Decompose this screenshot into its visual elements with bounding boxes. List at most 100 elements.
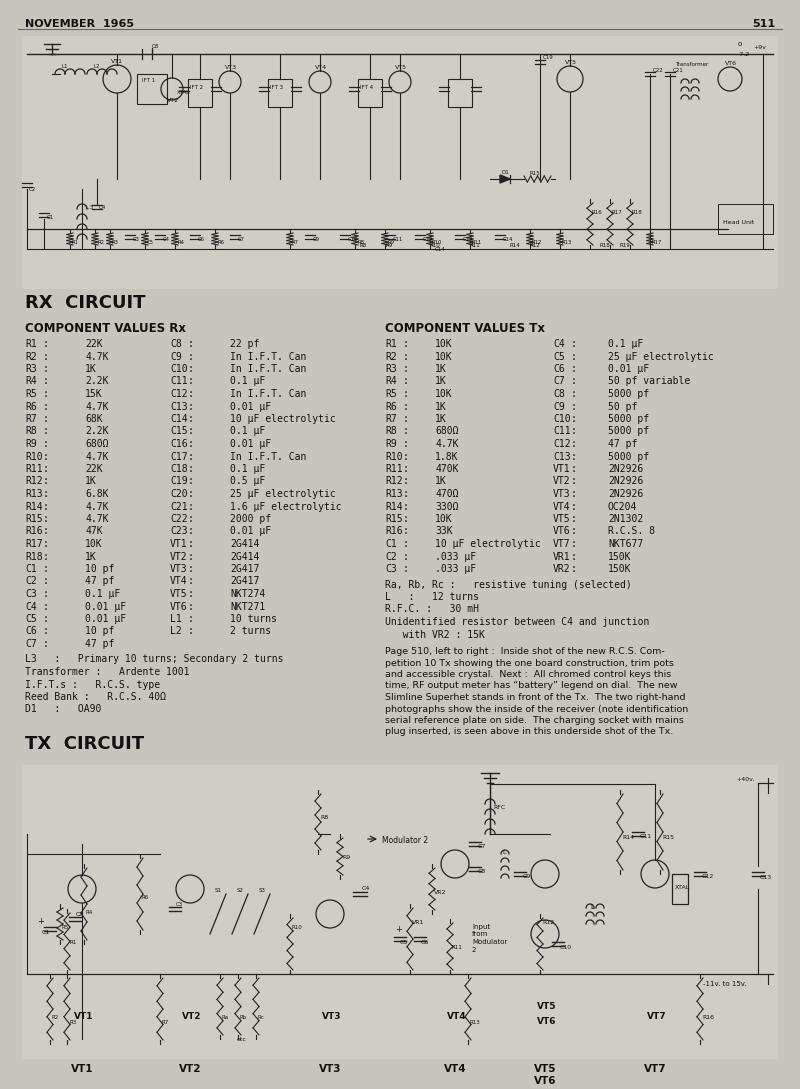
Text: In I.F.T. Can: In I.F.T. Can xyxy=(230,352,306,362)
Text: Unidentified resistor between C4 and junction: Unidentified resistor between C4 and jun… xyxy=(385,617,650,627)
Text: C13: C13 xyxy=(463,237,474,242)
Text: :: : xyxy=(43,389,49,399)
Text: :: : xyxy=(571,526,577,537)
Text: R13: R13 xyxy=(562,240,572,245)
Text: C22: C22 xyxy=(170,514,188,524)
Text: R3: R3 xyxy=(25,364,37,374)
Text: 2G417: 2G417 xyxy=(230,564,259,574)
Text: C7: C7 xyxy=(25,639,37,649)
Text: C13: C13 xyxy=(760,874,772,880)
Text: VT4: VT4 xyxy=(315,65,327,70)
Text: VT4: VT4 xyxy=(444,1064,466,1074)
Text: C7: C7 xyxy=(238,237,245,242)
Text: R8: R8 xyxy=(357,240,364,245)
Text: .033 μF: .033 μF xyxy=(435,564,476,574)
Text: C6: C6 xyxy=(421,940,430,945)
Text: :: : xyxy=(188,614,194,624)
Text: R9: R9 xyxy=(385,243,392,248)
Text: C4: C4 xyxy=(553,339,565,348)
Text: C6: C6 xyxy=(198,237,205,242)
Text: NKT271: NKT271 xyxy=(230,601,266,612)
Text: :: : xyxy=(571,464,577,474)
Text: R17: R17 xyxy=(25,539,42,549)
Text: VT5: VT5 xyxy=(565,60,577,65)
Text: R11: R11 xyxy=(25,464,42,474)
Text: L   :   12 turns: L : 12 turns xyxy=(385,592,479,602)
Text: :: : xyxy=(403,402,409,412)
Text: :: : xyxy=(43,452,49,462)
Text: :: : xyxy=(43,402,49,412)
Text: :: : xyxy=(43,477,49,487)
Text: 4.7K: 4.7K xyxy=(85,502,109,512)
Text: 330Ω: 330Ω xyxy=(435,502,458,512)
Text: Ra, Rb, Rc :   resistive tuning (selected): Ra, Rb, Rc : resistive tuning (selected) xyxy=(385,579,632,589)
Text: 10 μF electrolytic: 10 μF electrolytic xyxy=(230,414,336,424)
Text: :: : xyxy=(403,339,409,348)
Text: :: : xyxy=(188,539,194,549)
Text: 1K: 1K xyxy=(85,477,97,487)
Text: :: : xyxy=(188,339,194,348)
Text: R6: R6 xyxy=(142,895,150,900)
Text: 10K: 10K xyxy=(85,539,102,549)
Text: C8: C8 xyxy=(152,44,159,49)
Text: 47 pf: 47 pf xyxy=(85,576,114,587)
Text: VT1: VT1 xyxy=(111,59,123,64)
Text: 2.2K: 2.2K xyxy=(85,427,109,437)
Text: :: : xyxy=(571,402,577,412)
Text: R3: R3 xyxy=(69,1020,76,1025)
Bar xyxy=(188,79,212,107)
Text: 511: 511 xyxy=(752,19,775,29)
Text: COMPONENT VALUES Rx: COMPONENT VALUES Rx xyxy=(25,322,186,335)
Text: R4: R4 xyxy=(25,377,37,387)
Text: R15: R15 xyxy=(530,171,541,176)
Text: R13: R13 xyxy=(25,489,42,499)
Text: R17: R17 xyxy=(652,240,662,245)
Text: VT7: VT7 xyxy=(644,1064,666,1074)
Text: 1K: 1K xyxy=(435,402,446,412)
Text: VR2: VR2 xyxy=(434,890,446,895)
Text: C5: C5 xyxy=(553,352,565,362)
Text: +9v: +9v xyxy=(753,45,766,50)
Text: L,3: L,3 xyxy=(86,205,94,210)
Text: :: : xyxy=(43,526,49,537)
Text: R3: R3 xyxy=(112,240,119,245)
Text: 5000 pf: 5000 pf xyxy=(608,389,649,399)
Text: 470Ω: 470Ω xyxy=(435,489,458,499)
Text: :: : xyxy=(571,564,577,574)
Text: 2G414: 2G414 xyxy=(230,551,259,562)
Text: R12: R12 xyxy=(532,240,542,245)
Text: Slimline Superhet stands in front of the Tx.  The two right-hand: Slimline Superhet stands in front of the… xyxy=(385,693,686,702)
Text: 10 μF electrolytic: 10 μF electrolytic xyxy=(435,539,541,549)
Text: R18: R18 xyxy=(632,210,642,215)
Text: :: : xyxy=(43,364,49,374)
Text: plug inserted, is seen above in this underside shot of the Tx.: plug inserted, is seen above in this und… xyxy=(385,727,674,736)
Text: 10K: 10K xyxy=(435,389,453,399)
Text: :: : xyxy=(188,576,194,587)
Text: R4: R4 xyxy=(177,240,184,245)
Text: serial reference plate on side.  The charging socket with mains: serial reference plate on side. The char… xyxy=(385,715,684,725)
Text: R.C.S. 8: R.C.S. 8 xyxy=(608,526,655,537)
Text: 1K: 1K xyxy=(435,377,446,387)
Text: VR1: VR1 xyxy=(412,920,424,925)
Text: NKT677: NKT677 xyxy=(608,539,643,549)
Text: :: : xyxy=(188,514,194,524)
Text: and accessible crystal.  Next :  All chromed control keys this: and accessible crystal. Next : All chrom… xyxy=(385,670,671,680)
Text: VT4: VT4 xyxy=(170,576,188,587)
Text: 0.5 μF: 0.5 μF xyxy=(230,477,266,487)
Text: COMPONENT VALUES Tx: COMPONENT VALUES Tx xyxy=(385,322,545,335)
Text: :: : xyxy=(571,389,577,399)
Text: :: : xyxy=(403,439,409,449)
Text: L2: L2 xyxy=(94,64,101,69)
Text: R10: R10 xyxy=(432,240,442,245)
Text: 15K: 15K xyxy=(85,389,102,399)
Text: C11: C11 xyxy=(553,427,570,437)
Text: :: : xyxy=(571,339,577,348)
Text: Reed Bank :   R.C.S. 40Ω: Reed Bank : R.C.S. 40Ω xyxy=(25,692,166,702)
Text: C7: C7 xyxy=(478,844,486,849)
Text: C4: C4 xyxy=(99,205,106,210)
Text: R2: R2 xyxy=(52,1015,59,1020)
Text: C9: C9 xyxy=(523,874,531,879)
Text: :: : xyxy=(571,364,577,374)
Text: Modulator 2: Modulator 2 xyxy=(382,836,428,845)
Text: 0.1 μF: 0.1 μF xyxy=(230,464,266,474)
